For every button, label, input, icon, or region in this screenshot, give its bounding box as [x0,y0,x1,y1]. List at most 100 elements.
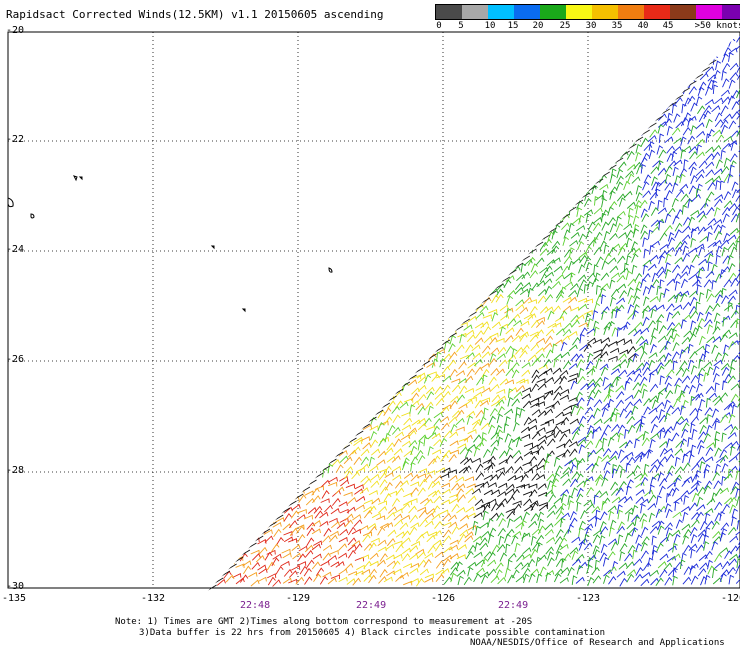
wind-barb [449,539,459,545]
wind-barb [440,406,450,414]
wind-barb [615,487,624,496]
wind-barb [577,375,586,385]
wind-barb [417,406,426,415]
wind-barb [559,310,568,320]
colorbar-label: 0 [436,21,442,31]
wind-barb [497,436,504,447]
wind-barb [682,462,691,472]
wind-barb [595,284,602,295]
wind-barb [672,341,680,352]
island [241,308,246,313]
wind-barb [527,299,537,304]
wind-barb [331,521,341,529]
wind-barb [657,167,667,176]
wind-barb [634,373,643,383]
wind-barb [554,429,563,438]
wind-barb [410,522,420,529]
wind-barb [625,237,633,248]
wind-barb [665,190,673,200]
wind-barb [569,372,579,378]
wind-barb [427,545,436,554]
wind-barb [399,480,409,488]
wind-barb [483,336,493,344]
wind-barb [505,416,511,426]
wind-barb [416,417,427,425]
wind-barb [680,490,690,498]
wind-barb [666,438,673,448]
wind-barb [640,278,647,289]
wind-barb [715,487,724,497]
wind-barb [601,310,608,320]
wind-barb [711,492,718,503]
wind-barb [576,457,586,467]
wind-barb [696,284,702,294]
wind-barb [538,518,545,529]
wind-barb [663,118,672,127]
wind-barb [356,495,366,503]
wind-barb [355,467,366,473]
wind-barb [596,256,604,266]
wind-barb [623,223,633,231]
wind-barb [506,295,514,305]
wind-barb [689,166,697,176]
wind-barb [569,239,579,247]
wind-barb [634,272,643,282]
wind-barb [328,476,338,483]
wind-barb [266,561,275,571]
wind-barb [632,549,638,560]
wind-barb [691,511,700,520]
wind-barb [480,501,491,507]
wind-barb [465,352,475,360]
wind-barb [560,517,566,528]
wind-barb [347,496,357,504]
wind-barb [412,374,422,380]
wind-barb [619,577,628,587]
wind-barb [435,573,445,582]
wind-barb [698,554,708,562]
wind-barb [440,473,450,479]
wind-barb [464,399,474,407]
wind-barb [594,559,600,570]
wind-barb [721,295,729,305]
wind-barb [267,573,277,579]
wind-barb [379,436,390,443]
wind-barb [615,399,624,408]
wind-barb [536,474,546,481]
wind-barb [521,532,528,542]
wind-barb [690,228,697,238]
wind-barb [511,334,521,343]
wind-barb [585,213,592,223]
wind-barb [490,400,501,407]
wind-barb [455,476,465,483]
wind-barb [545,349,554,359]
wind-barb [720,239,730,248]
wind-barb [705,520,715,529]
colorbar-label: 25 [559,21,571,31]
wind-barb [475,311,485,320]
wind-barb [600,543,608,554]
wind-barb [521,433,531,439]
wind-barb [723,344,730,354]
wind-barb [257,539,267,545]
wind-barb [689,296,698,306]
wind-barb [619,150,629,159]
wind-barb [463,465,472,474]
wind-barb [547,480,554,490]
wind-barb [583,542,593,551]
wind-barb [673,291,683,299]
wind-barb [671,310,681,319]
wind-barb [393,513,403,521]
wind-barb [409,526,418,536]
wind-barb [327,577,337,585]
wind-barb [547,504,557,512]
colorbar-label: 35 [611,21,623,31]
wind-barb [704,99,715,106]
wind-barb [529,270,538,279]
wind-barb [417,422,427,431]
wind-barb [475,409,484,418]
time-label: 22:49 [356,600,387,611]
wind-barb [291,565,301,571]
wind-barb [624,401,634,410]
wind-barb [643,296,650,306]
wind-barb [602,448,612,457]
